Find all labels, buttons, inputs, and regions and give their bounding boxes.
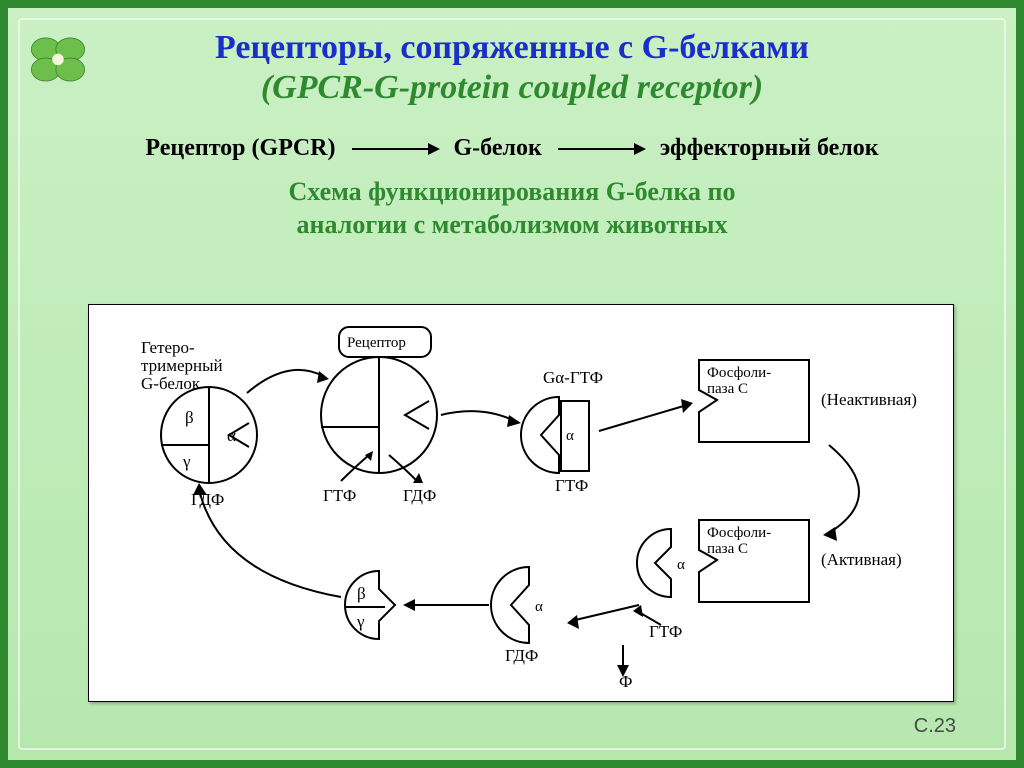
label-gdp-out: ГДФ: [403, 486, 436, 505]
node-trimer1: β α γ: [161, 387, 257, 483]
gtp-side-in: [633, 605, 661, 625]
label-g-alpha-gtp: Gα-ГТФ: [543, 368, 603, 387]
label-alpha4: α: [535, 599, 543, 615]
edge-2: [441, 411, 521, 427]
page-number: С.23: [914, 715, 956, 738]
diagram-panel: β α γ Гетеро- тримерный G-белок ГДФ Реце…: [88, 304, 954, 702]
label-beta: β: [185, 408, 194, 427]
edge-3: [599, 399, 693, 431]
node-plc-active: α Фосфоли- паза С: [637, 520, 809, 602]
edge-4: [823, 445, 859, 541]
edge-6: [403, 599, 489, 611]
label-hetero2: тримерный: [141, 356, 223, 375]
clover-icon: [22, 22, 94, 94]
node-alpha-gtp: α: [521, 397, 589, 473]
edge-1: [247, 370, 329, 393]
label-beta2: β: [357, 584, 366, 603]
label-gamma2: γ: [356, 612, 365, 631]
label-inactive: (Неактивная): [821, 390, 917, 409]
label-alpha3: α: [566, 428, 574, 444]
label-plc-a1: Фосфоли-: [707, 525, 771, 541]
node-trimer2: [321, 357, 437, 473]
edge-5: [567, 605, 639, 629]
label-gtp-in: ГТФ: [323, 486, 356, 505]
label-plc-i1: Фосфоли-: [707, 365, 771, 381]
slide-frame: Рецепторы, сопряженные с G-белками (GPCR…: [0, 0, 1024, 768]
label-alpha-active: α: [677, 557, 685, 573]
node-receptor: Рецептор: [339, 327, 431, 357]
label-hetero3: G-белок: [141, 374, 201, 393]
label-gamma: γ: [182, 452, 191, 471]
node-alpha-gdp: α: [491, 567, 543, 643]
label-plc-i2: паза С: [707, 381, 748, 397]
node-plc-inactive: Фосфоли- паза С: [699, 360, 809, 442]
node-betagamma: β γ: [345, 571, 395, 639]
label-plc-a2: паза С: [707, 541, 748, 557]
label-receptor: Рецептор: [347, 335, 406, 351]
label-gtp3: ГТФ: [555, 476, 588, 495]
label-active: (Активная): [821, 550, 902, 569]
label-phi: Ф: [619, 672, 632, 691]
label-hetero1: Гетеро-: [141, 338, 195, 357]
label-gtp-right: ГТФ: [649, 622, 682, 641]
label-gdp4: ГДФ: [505, 646, 538, 665]
label-alpha: α: [227, 426, 236, 445]
